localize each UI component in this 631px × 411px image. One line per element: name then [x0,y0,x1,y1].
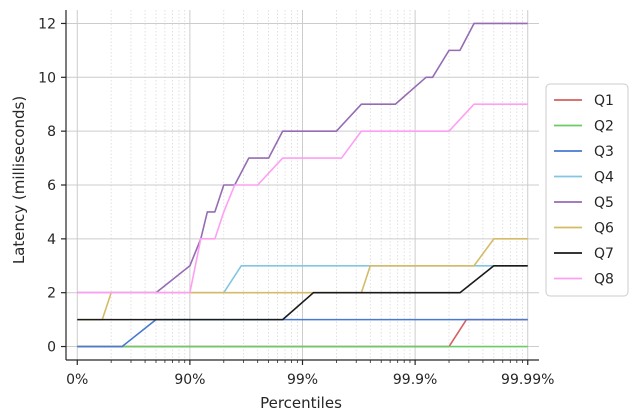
y-tick-label: 10 [38,70,56,86]
x-tick-label: 90% [174,372,205,388]
axes [61,10,539,365]
legend-label-q7: Q7 [594,246,614,262]
x-tick-labels: 0% 90% 99% 99.9% 99.99% [66,372,554,388]
x-axis-label: Percentiles [260,394,342,411]
x-tick-label: 99.99% [501,372,554,388]
legend-label-q5: Q5 [594,195,614,211]
series-line-q7 [77,264,528,321]
y-tick-label: 12 [38,16,56,32]
series-lines [77,22,528,348]
legend-label-q2: Q2 [594,119,614,135]
y-tick-label: 8 [47,124,56,140]
series-line-q8 [77,103,528,294]
legend-label-q8: Q8 [594,272,614,288]
x-tick-label: 0% [66,372,88,388]
legend-label-q3: Q3 [594,144,614,160]
legend-box [545,83,629,297]
legend-label-q6: Q6 [594,221,614,237]
legend: Q1 Q2 Q3 Q4 Q5 Q6 Q7 Q8 [545,83,629,297]
legend-label-q1: Q1 [594,93,614,109]
series-line-q5 [77,22,528,294]
series-line-q6 [77,238,528,321]
y-tick-labels: 0 2 4 6 8 10 12 [38,16,56,355]
y-tick-label: 6 [47,178,56,194]
major-gridlines [66,10,539,360]
series-line-q3 [77,318,528,348]
y-tick-label: 2 [47,286,56,302]
x-tick-label: 99% [287,372,318,388]
legend-label-q4: Q4 [594,170,614,186]
y-tick-label: 0 [47,340,56,356]
y-tick-label: 4 [47,232,56,248]
y-axis-label: Latency (milliseconds) [10,96,28,264]
x-tick-label: 99.9% [393,372,437,388]
